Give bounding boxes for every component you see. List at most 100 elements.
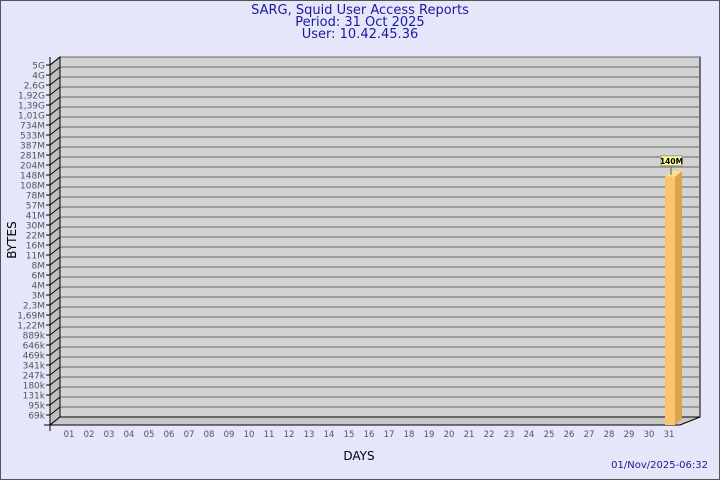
x-tick-label: 07 bbox=[184, 430, 195, 440]
x-tick-label: 25 bbox=[544, 430, 555, 440]
grid-diagonal bbox=[49, 256, 61, 266]
footer-timestamp: 01/Nov/2025-06:32 bbox=[611, 460, 708, 471]
grid-diagonal bbox=[49, 366, 61, 376]
data-label: 140M bbox=[660, 157, 683, 166]
chart-period: Period: 31 Oct 2025 bbox=[295, 15, 425, 30]
grid-diagonal bbox=[49, 106, 61, 116]
y-tick-label: 78M bbox=[26, 192, 45, 202]
x-tick-label: 08 bbox=[204, 430, 215, 440]
x-tick-label: 18 bbox=[404, 430, 415, 440]
bar-side bbox=[675, 170, 682, 425]
y-tick-label: 8M bbox=[32, 262, 46, 272]
x-tick-label: 21 bbox=[464, 430, 475, 440]
x-tick-label: 22 bbox=[484, 430, 495, 440]
y-tick-label: 341k bbox=[23, 362, 46, 372]
y-tick-label: 1,69M bbox=[17, 312, 45, 322]
y-tick-label: 69k bbox=[28, 412, 45, 422]
y-tick-label: 533M bbox=[20, 132, 45, 142]
x-tick-label: 29 bbox=[624, 430, 635, 440]
x-tick-label: 01 bbox=[64, 430, 75, 440]
grid-diagonal bbox=[49, 296, 61, 306]
y-tick-label: 387M bbox=[20, 142, 45, 152]
y-tick-label: 646k bbox=[23, 342, 46, 352]
grid-diagonal bbox=[49, 206, 61, 216]
x-tick-label: 04 bbox=[124, 430, 135, 440]
grid-diagonal bbox=[49, 56, 61, 66]
grid-diagonal bbox=[49, 286, 61, 296]
y-tick-label: 148M bbox=[20, 172, 45, 182]
grid-diagonal bbox=[49, 336, 61, 346]
y-tick-label: 108M bbox=[20, 182, 45, 192]
y-tick-label: 281M bbox=[20, 152, 45, 162]
bar-front bbox=[665, 176, 675, 425]
x-tick-label: 14 bbox=[324, 430, 335, 440]
x-tick-label: 12 bbox=[284, 430, 295, 440]
grid-diagonal bbox=[49, 96, 61, 106]
grid-diagonal bbox=[49, 246, 61, 256]
x-tick-label: 05 bbox=[144, 430, 155, 440]
x-tick-label: 31 bbox=[664, 430, 675, 440]
y-tick-label: 469k bbox=[23, 352, 46, 362]
y-tick-label: 22M bbox=[26, 232, 45, 242]
x-tick-label: 20 bbox=[444, 430, 455, 440]
x-tick-label: 13 bbox=[304, 430, 315, 440]
x-tick-label: 24 bbox=[524, 430, 535, 440]
y-tick-label: 1,92G bbox=[18, 92, 45, 102]
grid-diagonal bbox=[49, 76, 61, 86]
y-tick-label: 95k bbox=[28, 402, 45, 412]
grid-diagonal bbox=[49, 396, 61, 406]
y-tick-label: 41M bbox=[26, 212, 45, 222]
grid-diagonal bbox=[49, 156, 61, 166]
x-tick-label: 28 bbox=[604, 430, 615, 440]
x-tick-label: 03 bbox=[104, 430, 115, 440]
chart-title: SARG, Squid User Access Reports bbox=[251, 3, 469, 18]
x-tick-label: 23 bbox=[504, 430, 515, 440]
y-tick-label: 57M bbox=[26, 202, 45, 212]
grid-diagonal bbox=[49, 216, 61, 226]
y-axis-label: BYTES bbox=[5, 221, 19, 258]
x-tick-label: 30 bbox=[644, 430, 655, 440]
y-tick-label: 16M bbox=[26, 242, 45, 252]
x-tick-label: 02 bbox=[84, 430, 95, 440]
x-tick-label: 26 bbox=[564, 430, 575, 440]
y-tick-label: 11M bbox=[26, 252, 45, 262]
grid-diagonal bbox=[49, 276, 61, 286]
y-tick-label: 247k bbox=[23, 372, 46, 382]
x-tick-label: 11 bbox=[264, 430, 275, 440]
x-tick-label: 16 bbox=[364, 430, 375, 440]
bar-top bbox=[665, 170, 682, 177]
y-tick-label: 5G bbox=[32, 62, 45, 72]
y-tick-label: 1,39G bbox=[18, 102, 45, 112]
grid-diagonal bbox=[49, 116, 61, 126]
grid-diagonal bbox=[49, 66, 61, 76]
grid-diagonal bbox=[49, 326, 61, 336]
x-tick-label: 19 bbox=[424, 430, 435, 440]
grid-diagonal bbox=[49, 316, 61, 326]
grid-diagonal bbox=[49, 236, 61, 246]
grid-diagonal bbox=[49, 186, 61, 196]
x-tick-label: 09 bbox=[224, 430, 235, 440]
y-tick-label: 2,3M bbox=[23, 302, 45, 312]
data-label-box bbox=[660, 155, 683, 167]
chart-user: User: 10.42.45.36 bbox=[301, 27, 419, 42]
grid-diagonal bbox=[49, 356, 61, 366]
y-tick-label: 1,22M bbox=[17, 322, 45, 332]
x-tick-label: 27 bbox=[584, 430, 595, 440]
grid-diagonal bbox=[49, 196, 61, 206]
x-axis-label: DAYS bbox=[343, 449, 374, 463]
grid-diagonal bbox=[49, 346, 61, 356]
y-tick-label: 2,6G bbox=[24, 82, 45, 92]
y-tick-label: 734M bbox=[20, 122, 45, 132]
x-tick-label: 06 bbox=[164, 430, 175, 440]
y-tick-label: 1,01G bbox=[18, 112, 45, 122]
x-tick-label: 17 bbox=[384, 430, 395, 440]
grid-diagonal bbox=[49, 306, 61, 316]
grid-diagonal bbox=[49, 176, 61, 186]
y-tick-label: 4M bbox=[32, 282, 46, 292]
y-tick-label: 3M bbox=[32, 292, 46, 302]
y-tick-label: 131k bbox=[23, 392, 46, 402]
grid-diagonal bbox=[49, 126, 61, 136]
grid-diagonal bbox=[49, 136, 61, 146]
y-tick-label: 180k bbox=[23, 382, 46, 392]
